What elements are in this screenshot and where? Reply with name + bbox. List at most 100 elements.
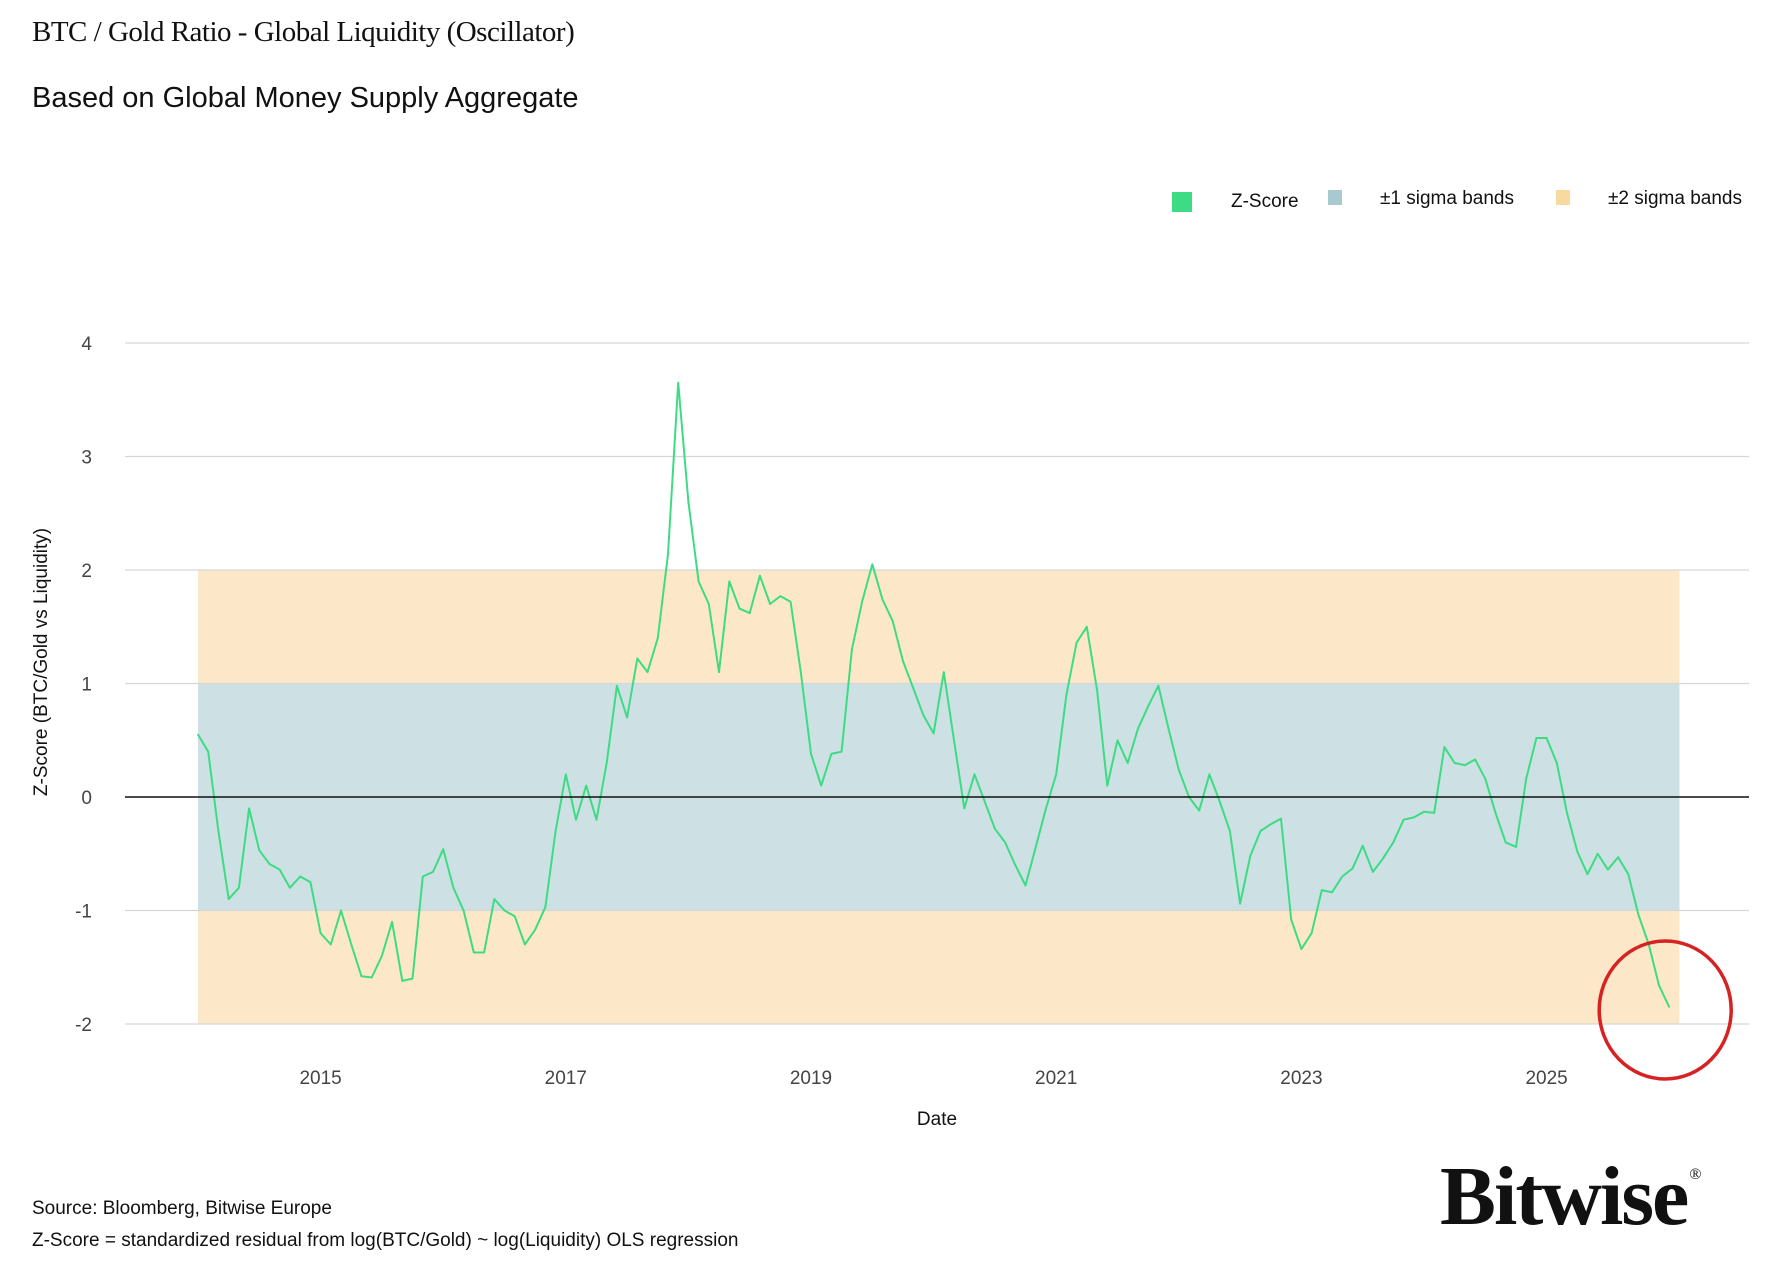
x-tick-label: 2019 <box>790 1068 832 1089</box>
zscore-point <box>820 784 823 787</box>
legend-swatch-zscore <box>1172 192 1192 212</box>
zscore-point <box>1668 1006 1670 1008</box>
zscore-point <box>708 603 710 605</box>
zscore-point <box>1504 841 1507 844</box>
logo-text: Bitwise <box>1440 1150 1689 1243</box>
zscore-point <box>1433 812 1436 814</box>
zscore-point <box>1096 689 1098 692</box>
zscore-point <box>840 750 843 753</box>
zscore-point <box>1586 873 1589 875</box>
zscore-point <box>636 657 639 660</box>
zscore-point <box>1290 918 1292 921</box>
zscore-point <box>1310 932 1313 934</box>
zscore-point <box>1178 768 1180 771</box>
zscore-point <box>656 637 659 639</box>
zscore-point <box>1658 984 1660 987</box>
zscore-point <box>289 887 291 889</box>
zscore-point <box>1126 762 1129 764</box>
zscore-point <box>943 671 945 673</box>
zscore-point <box>1259 830 1262 832</box>
zscore-point <box>1372 871 1374 873</box>
zscore-point <box>912 687 914 689</box>
zscore-point <box>1004 841 1006 844</box>
zscore-point <box>1556 762 1558 764</box>
zscore-point <box>626 716 628 719</box>
zscore-point <box>1361 845 1364 847</box>
zscore-point <box>1515 846 1517 848</box>
zscore-point <box>350 943 353 946</box>
zscore-point <box>810 753 812 755</box>
zscore-point <box>1167 728 1170 730</box>
zscore-point <box>1331 891 1333 894</box>
zscore-point <box>1024 884 1027 887</box>
zscore-point <box>1392 841 1395 844</box>
zscore-point <box>442 848 445 851</box>
chart-title: BTC / Gold Ratio - Global Liquidity (Osc… <box>32 16 575 48</box>
zscore-point <box>1484 778 1487 780</box>
zscore-point <box>1106 784 1109 787</box>
zscore-point <box>544 906 547 908</box>
x-tick-label: 2017 <box>545 1068 587 1089</box>
y-tick-label: -2 <box>75 1015 92 1036</box>
y-tick-label: 3 <box>81 448 92 469</box>
zscore-point <box>268 863 271 865</box>
zscore-point <box>340 909 342 912</box>
y-tick-label: 0 <box>81 788 92 809</box>
zscore-point <box>513 915 516 917</box>
chart-subtitle: Based on Global Money Supply Aggregate <box>32 82 579 114</box>
zscore-point <box>1300 948 1303 950</box>
zscore-point <box>677 381 679 384</box>
zscore-point <box>973 773 976 776</box>
zscore-point <box>227 898 230 900</box>
zscore-point <box>891 620 894 622</box>
zscore-point <box>330 943 332 946</box>
zscore-point <box>779 595 782 597</box>
zscore-point <box>871 563 874 566</box>
zscore-point <box>565 773 567 776</box>
legend-label-sigma2: ±2 sigma bands <box>1608 188 1743 209</box>
zscore-point <box>687 501 690 503</box>
zscore-point <box>370 976 373 979</box>
zscore-point <box>1627 873 1630 875</box>
zscore-point <box>789 600 792 603</box>
zscore-point <box>1402 818 1405 821</box>
zscore-point <box>534 928 536 931</box>
legend-label-zscore: Z-Score <box>1231 191 1299 212</box>
zscore-point <box>728 580 731 583</box>
zscore-point <box>953 739 955 742</box>
zscore-point <box>585 784 588 787</box>
zscore-point <box>238 887 240 889</box>
zscore-point <box>1280 817 1282 820</box>
zscore-point <box>1198 809 1201 812</box>
zscore-point <box>1218 800 1221 803</box>
zscore-point <box>391 921 393 923</box>
zscore-point <box>646 671 649 673</box>
bitwise-logo: Bitwise ® <box>1440 1148 1702 1245</box>
zscore-point <box>1607 868 1609 871</box>
x-tick-label: 2015 <box>299 1068 341 1089</box>
zscore-point <box>605 762 608 764</box>
zscore-point <box>411 977 414 980</box>
zscore-point <box>902 660 904 662</box>
zscore-point <box>554 830 557 832</box>
zscore-point <box>1116 739 1119 742</box>
zscore-point <box>452 887 455 889</box>
zscore-point <box>861 600 863 603</box>
zscore-point <box>1474 758 1476 761</box>
zscore-point <box>922 714 925 717</box>
zscore-point <box>503 909 506 912</box>
zscore-point <box>1412 816 1415 819</box>
y-axis-label: Z-Score (BTC/Gold vs Liquidity) <box>31 528 52 796</box>
y-tick-label: 4 <box>81 334 92 355</box>
zscore-point <box>1576 850 1579 853</box>
x-tick-label: 2025 <box>1525 1068 1567 1089</box>
zscore-point <box>1065 694 1068 696</box>
zscore-point <box>718 671 720 673</box>
zscore-point <box>1239 902 1241 905</box>
zscore-point <box>667 553 669 555</box>
zscore-point <box>963 807 966 810</box>
legend: Z-Score ±1 sigma bands ±2 sigma bands <box>0 188 1778 218</box>
logo-registered-mark: ® <box>1689 1166 1701 1183</box>
zscore-point <box>248 807 250 810</box>
